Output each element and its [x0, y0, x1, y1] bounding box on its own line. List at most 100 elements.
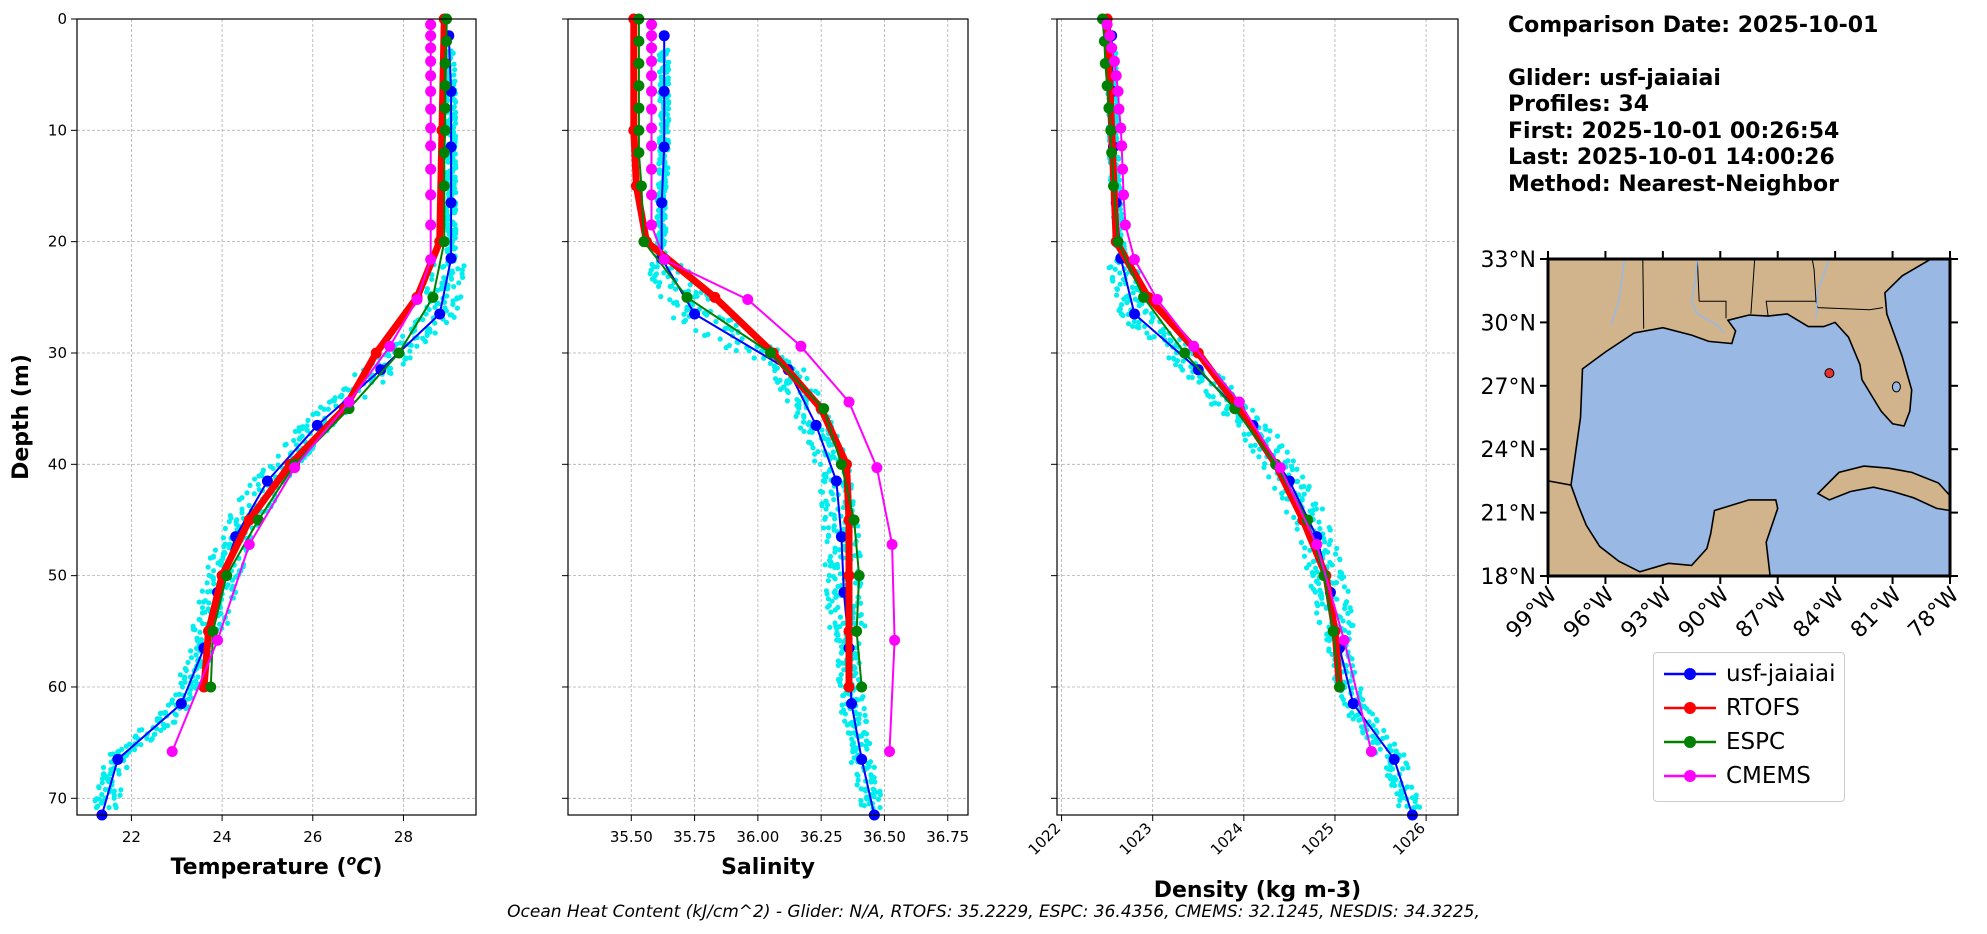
- glider-sample-point: [1106, 265, 1112, 271]
- series-marker-cmems: [1101, 19, 1113, 31]
- glider-sample-point: [852, 552, 858, 559]
- glider-sample-point: [1131, 319, 1137, 325]
- series-marker-cmems: [1115, 122, 1127, 134]
- glider-sample-point: [157, 710, 163, 716]
- glider-sample-point: [863, 788, 869, 794]
- glider-sample-point: [452, 120, 459, 126]
- glider-sample-point: [1157, 328, 1164, 335]
- series-marker-cmems: [1119, 219, 1131, 231]
- glider-sample-point: [407, 355, 413, 361]
- glider-sample-point: [1210, 394, 1216, 400]
- glider-sample-point: [845, 730, 851, 736]
- glider-sample-point: [848, 759, 855, 766]
- glider-sample-point: [450, 301, 456, 307]
- glider-sample-point: [1266, 474, 1272, 480]
- glider-sample-point: [208, 588, 214, 594]
- legend-line-marker-icon: [1664, 702, 1716, 714]
- temperature-panel: 0 10 20 30 40 50 60 70 22 24 26 28 Temperature (oC) D…: [9, 10, 477, 880]
- glider-sample-point: [1341, 584, 1348, 590]
- series-marker-rtofs: [843, 681, 855, 693]
- glider-sample-point: [855, 777, 861, 783]
- series-marker-usf-jaiaiai: [311, 419, 323, 431]
- glider-sample-point: [723, 345, 729, 351]
- glider-sample-point: [746, 348, 752, 354]
- glider-sample-point: [131, 746, 138, 753]
- glider-sample-point: [1310, 507, 1316, 513]
- glider-sample-point: [1279, 495, 1286, 501]
- glider-profile-cloud: [647, 47, 883, 811]
- glider-sample-point: [207, 555, 213, 561]
- map-lon-label: 84°W: [1789, 582, 1850, 643]
- glider-sample-point: [1334, 545, 1340, 552]
- series-marker-usf-jaiaiai: [658, 30, 670, 42]
- glider-sample-point: [139, 727, 145, 733]
- series-marker-cmems: [212, 634, 224, 646]
- series-marker-usf-jaiaiai: [445, 252, 457, 264]
- glider-sample-point: [1319, 506, 1326, 512]
- glider-sample-point: [439, 264, 446, 270]
- glider-sample-point: [1289, 466, 1296, 473]
- glider-sample-point: [111, 795, 117, 801]
- glider-sample-point: [857, 600, 864, 606]
- glider-sample-point: [190, 626, 196, 632]
- glider-sample-point: [1148, 311, 1155, 317]
- glider-sample-point: [1117, 270, 1123, 276]
- lake-okeechobee: [1891, 381, 1901, 393]
- glider-sample-point: [664, 112, 671, 118]
- glider-sample-point: [233, 519, 239, 525]
- glider-sample-point: [1284, 509, 1290, 515]
- glider-sample-point: [99, 780, 105, 786]
- glider-sample-point: [832, 516, 838, 522]
- glider-sample-point: [118, 787, 124, 793]
- legend-item-rtofs: RTOFS: [1662, 691, 1800, 725]
- series-marker-cmems: [1188, 340, 1200, 352]
- series-marker-espc: [638, 236, 650, 248]
- glider-sample-point: [827, 563, 833, 569]
- glider-sample-point: [1358, 724, 1365, 730]
- glider-sample-point: [1370, 723, 1376, 729]
- river-line: [1815, 258, 1831, 319]
- series-marker-cmems: [1116, 140, 1128, 152]
- map-lon-label: 99°W: [1502, 582, 1563, 643]
- glider-sample-point: [1254, 416, 1261, 422]
- comparison-date: Comparison Date: 2025-10-01: [1508, 13, 1879, 38]
- glider-sample-point: [1412, 795, 1419, 802]
- glider-sample-point: [94, 803, 101, 809]
- series-marker-cmems: [425, 219, 437, 231]
- glider-sample-point: [767, 360, 773, 366]
- glider-sample-point: [1347, 605, 1353, 611]
- series-marker-cmems: [1338, 634, 1350, 646]
- glider-sample-point: [432, 330, 438, 336]
- glider-sample-point: [100, 764, 107, 771]
- series-marker-cmems: [1118, 189, 1130, 201]
- series-marker-cmems: [646, 30, 658, 42]
- glider-sample-point: [825, 604, 831, 610]
- glider-sample-point: [444, 293, 450, 299]
- series-marker-espc: [1103, 102, 1115, 114]
- glider-sample-point: [98, 800, 105, 806]
- glider-sample-point: [825, 439, 831, 446]
- series-marker-cmems: [425, 30, 437, 42]
- glider-sample-point: [450, 158, 457, 164]
- glider-sample-point: [862, 712, 868, 718]
- glider-sample-point: [188, 648, 194, 654]
- glider-sample-point: [115, 749, 121, 755]
- series-marker-cmems: [1106, 42, 1118, 54]
- glider-sample-point: [1114, 286, 1120, 292]
- glider-sample-point: [815, 390, 821, 396]
- state-border: [1699, 300, 1727, 319]
- series-marker-espc: [633, 35, 645, 47]
- glider-sample-point: [687, 282, 693, 288]
- legend-line-marker-icon: [1664, 736, 1716, 748]
- glider-sample-point: [170, 719, 176, 725]
- glider-sample-point: [455, 266, 461, 272]
- gulf-map: 33°N 30°N 27°N 24°N 21°N 18°N99°W96°W93°W90°W…: [1481, 248, 1965, 643]
- glider-sample-point: [400, 361, 406, 367]
- glider-sample-point: [239, 510, 245, 516]
- glider-sample-point: [193, 652, 199, 658]
- glider-sample-point: [220, 535, 227, 541]
- series-marker-cmems: [646, 122, 658, 134]
- glider-sample-point: [825, 596, 831, 602]
- glider-sample-point: [1274, 433, 1281, 439]
- glider-sample-point: [665, 75, 671, 81]
